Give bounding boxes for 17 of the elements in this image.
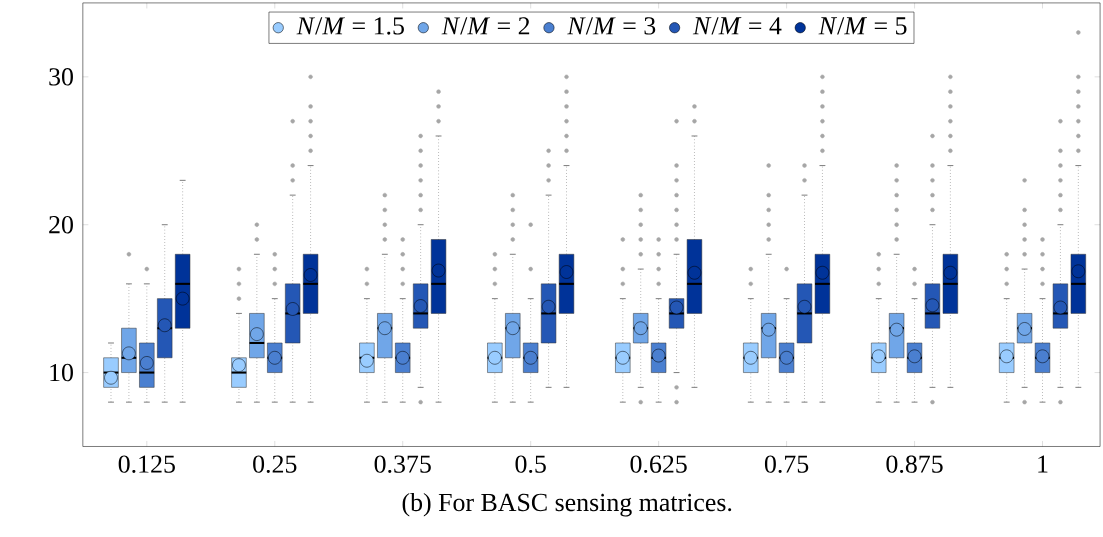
- x-tick-label: 0.75: [764, 455, 809, 474]
- y-tick-label: 10: [50, 363, 73, 382]
- legend-label: N/M = 1.5: [296, 17, 404, 35]
- text: (b) For BASC sensing matrices.: [402, 493, 732, 517]
- legend-label: N/M = 5: [818, 17, 907, 35]
- legend-label: N/M = 2: [441, 17, 530, 35]
- x-tick-label: 0.125: [118, 455, 175, 474]
- y-tick-label: 30: [49, 68, 73, 86]
- legend-label: N/M = 3: [567, 17, 656, 35]
- x-tick-label: 1: [1038, 455, 1048, 473]
- x-tick-label: 0.625: [630, 455, 687, 474]
- x-tick-label: 0.875: [886, 455, 943, 474]
- x-tick-label: 0.25: [253, 455, 297, 474]
- legend-label: N/M = 4: [692, 17, 782, 35]
- x-tick-label: 0.5: [515, 455, 546, 474]
- x-tick-label: 0.375: [374, 455, 431, 474]
- y-tick-label: 20: [49, 216, 73, 234]
